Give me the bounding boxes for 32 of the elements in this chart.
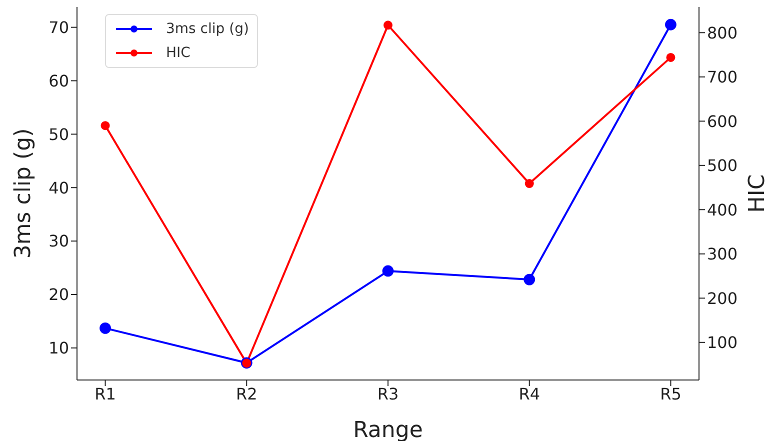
y-tick-label: 20 bbox=[48, 285, 69, 304]
y2-tick-label: 500 bbox=[707, 156, 738, 176]
y2-tick-label: 100 bbox=[707, 333, 738, 352]
x-tick-label: R5 bbox=[660, 384, 682, 404]
y-tick-label: 30 bbox=[48, 232, 69, 251]
point bbox=[382, 265, 394, 277]
point bbox=[100, 121, 110, 130]
y-tick-label: 40 bbox=[48, 178, 69, 198]
y-tick-label: 70 bbox=[48, 18, 69, 37]
y2-tick-label: 800 bbox=[707, 23, 738, 42]
y2-tick-label: 400 bbox=[707, 200, 738, 220]
y-tick-label: 50 bbox=[48, 124, 69, 144]
point bbox=[524, 274, 536, 286]
y2-axis-title: HIC bbox=[744, 174, 770, 213]
y-axis-title: 3ms clip (g) bbox=[10, 128, 36, 259]
y2-tick-label: 300 bbox=[707, 244, 738, 264]
y2-tick-label: 600 bbox=[707, 112, 738, 131]
legend-label: 3ms clip (g) bbox=[166, 21, 249, 37]
y-tick-label: 60 bbox=[48, 71, 69, 90]
y2-tick-label: 700 bbox=[707, 68, 738, 87]
point bbox=[666, 52, 676, 62]
y-tick-label: 10 bbox=[48, 338, 69, 358]
point bbox=[384, 20, 392, 30]
x-tick-label: R2 bbox=[236, 384, 258, 404]
legend-label: HIC bbox=[166, 45, 190, 61]
point bbox=[665, 18, 676, 30]
x-tick-label: R1 bbox=[94, 384, 116, 404]
y2-tick-label: 200 bbox=[707, 288, 738, 308]
point bbox=[100, 322, 111, 334]
x-tick-label: R4 bbox=[518, 384, 540, 404]
x-tick-label: R3 bbox=[377, 384, 399, 404]
point bbox=[524, 179, 534, 188]
